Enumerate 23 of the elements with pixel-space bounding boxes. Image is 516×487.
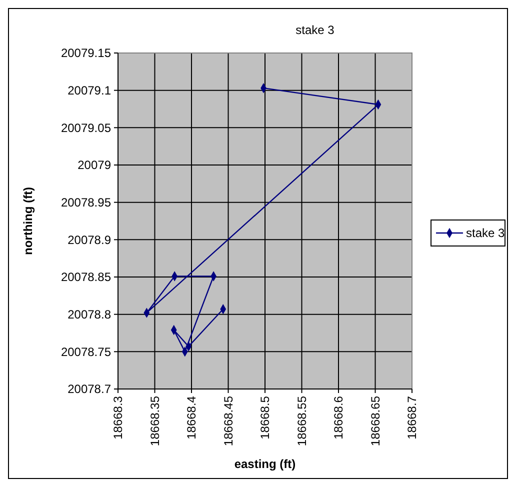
y-tick-label: 20078.85 — [60, 270, 112, 284]
y-tick-label: 20078.95 — [60, 196, 112, 210]
x-tick-label: 18668.5 — [258, 396, 272, 440]
y-axis-title: northing (ft) — [21, 187, 35, 255]
y-tick-label: 20078.9 — [68, 232, 112, 247]
y-tick-label: 20079.1 — [68, 84, 112, 98]
y-tick-label: 20079 — [78, 158, 112, 172]
x-tick-label: 18668.55 — [294, 396, 309, 446]
y-tick-label: 20079.15 — [60, 46, 112, 60]
x-tick-label: 18668.6 — [332, 396, 346, 440]
x-tick-label: 18668.3 — [111, 396, 126, 440]
y-tick-label: 20078.75 — [60, 344, 112, 359]
y-tick-label: 20079.05 — [60, 120, 112, 135]
y-tick-label: 20078.8 — [68, 308, 112, 322]
x-tick-label: 18668.65 — [368, 396, 382, 446]
x-axis-title: easting (ft) — [234, 457, 296, 471]
x-tick-label: 18668.4 — [184, 396, 199, 440]
chart-title: stake 3 — [296, 23, 335, 37]
y-tick-label: 20078.7 — [68, 382, 112, 396]
legend-label: stake 3 — [466, 226, 506, 240]
x-tick-label: 18668.7 — [405, 396, 420, 440]
x-tick-label: 18668.45 — [221, 396, 236, 446]
x-tick-label: 18668.35 — [148, 396, 162, 446]
